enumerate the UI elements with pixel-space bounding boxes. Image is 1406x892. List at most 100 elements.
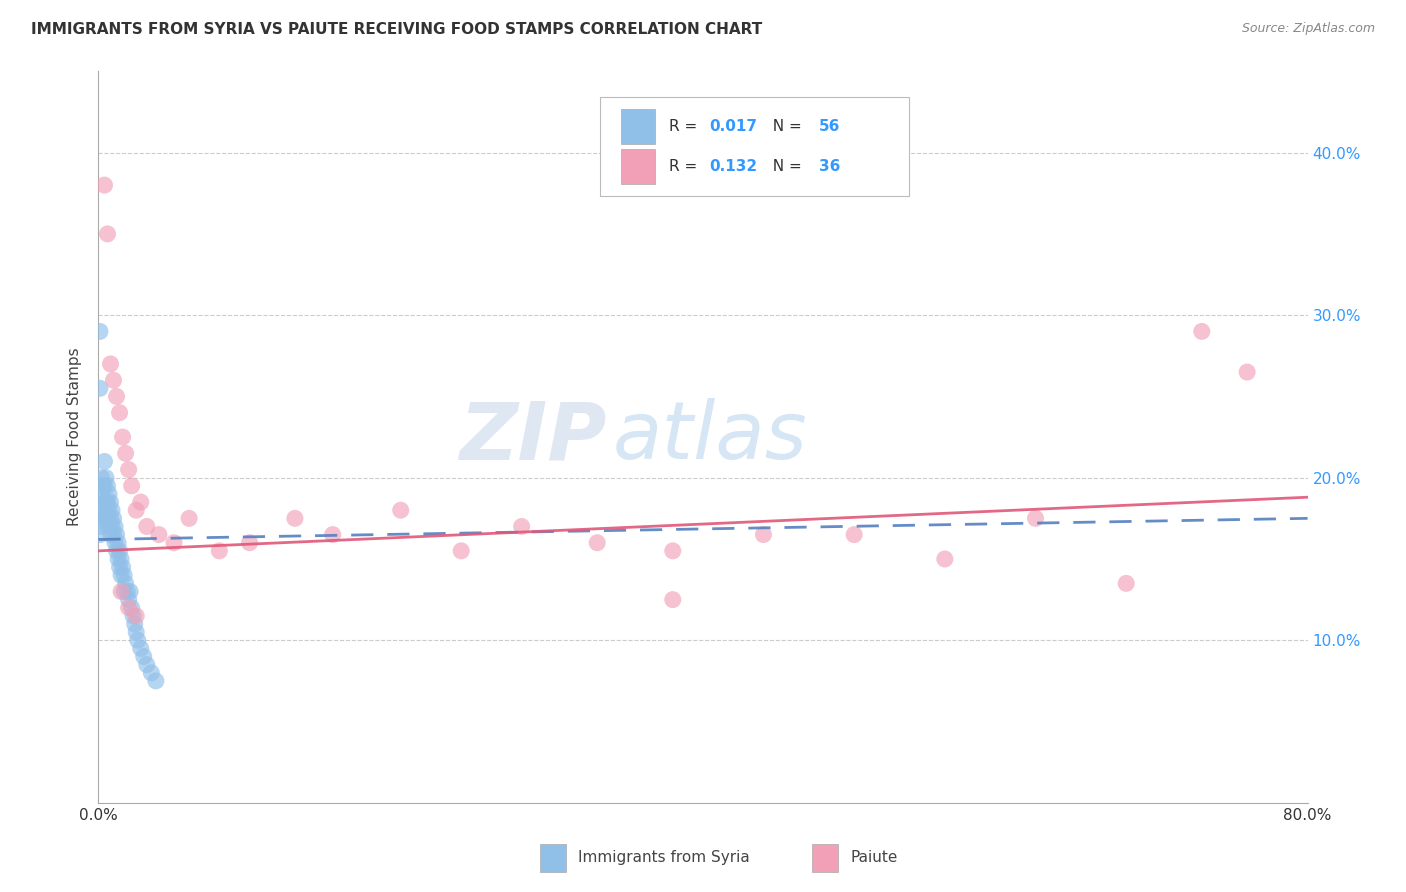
Point bbox=[90, 519, 112, 533]
Text: 0.132: 0.132 bbox=[709, 159, 758, 174]
Point bbox=[94, 511, 117, 525]
Point bbox=[661, 592, 683, 607]
Point bbox=[90, 503, 112, 517]
Point bbox=[110, 568, 132, 582]
Point bbox=[752, 527, 775, 541]
Point bbox=[135, 657, 157, 672]
Point bbox=[1191, 325, 1213, 339]
Point bbox=[94, 471, 117, 485]
Point bbox=[120, 584, 142, 599]
Point bbox=[284, 511, 307, 525]
Point bbox=[125, 625, 148, 640]
Point bbox=[129, 495, 152, 509]
Point bbox=[96, 495, 118, 509]
Text: N =: N = bbox=[763, 119, 807, 134]
Point bbox=[103, 373, 125, 387]
Text: Immigrants from Syria: Immigrants from Syria bbox=[578, 850, 751, 865]
Point bbox=[121, 479, 143, 493]
Bar bbox=[621, 149, 655, 184]
Point bbox=[100, 495, 122, 509]
Point bbox=[96, 511, 118, 525]
Point bbox=[89, 527, 111, 541]
Point bbox=[1115, 576, 1137, 591]
Text: Paiute: Paiute bbox=[851, 850, 898, 865]
Text: 36: 36 bbox=[820, 159, 841, 174]
Point bbox=[100, 511, 122, 525]
FancyBboxPatch shape bbox=[600, 97, 908, 195]
Text: IMMIGRANTS FROM SYRIA VS PAIUTE RECEIVING FOOD STAMPS CORRELATION CHART: IMMIGRANTS FROM SYRIA VS PAIUTE RECEIVIN… bbox=[31, 22, 762, 37]
Point bbox=[112, 568, 135, 582]
Point bbox=[110, 584, 132, 599]
Point bbox=[101, 503, 124, 517]
Point bbox=[96, 479, 118, 493]
Point bbox=[163, 535, 186, 549]
Point bbox=[115, 584, 138, 599]
Point bbox=[1236, 365, 1258, 379]
Point bbox=[103, 511, 125, 525]
Point bbox=[208, 544, 231, 558]
Point bbox=[122, 608, 145, 623]
Bar bbox=[811, 844, 838, 871]
Point bbox=[100, 527, 122, 541]
Bar bbox=[621, 109, 655, 144]
Point bbox=[101, 519, 124, 533]
Point bbox=[103, 527, 125, 541]
Point bbox=[125, 608, 148, 623]
Point bbox=[89, 325, 111, 339]
Text: ZIP: ZIP bbox=[458, 398, 606, 476]
Point bbox=[90, 487, 112, 501]
Text: R =: R = bbox=[669, 159, 702, 174]
Point bbox=[112, 584, 135, 599]
Point bbox=[96, 227, 118, 241]
Point bbox=[93, 503, 115, 517]
Point bbox=[107, 552, 129, 566]
Point bbox=[108, 406, 131, 420]
Point bbox=[121, 600, 143, 615]
Point bbox=[114, 576, 136, 591]
Point bbox=[105, 527, 128, 541]
Point bbox=[98, 503, 121, 517]
Y-axis label: Receiving Food Stamps: Receiving Food Stamps bbox=[67, 348, 83, 526]
Point bbox=[132, 649, 155, 664]
Point bbox=[98, 487, 121, 501]
Point bbox=[105, 389, 128, 403]
Point bbox=[141, 665, 163, 680]
Text: R =: R = bbox=[669, 119, 702, 134]
Bar bbox=[540, 844, 567, 871]
Point bbox=[118, 462, 141, 476]
Point bbox=[661, 544, 683, 558]
Point bbox=[844, 527, 866, 541]
Point bbox=[118, 592, 141, 607]
Point bbox=[111, 560, 134, 574]
Point bbox=[239, 535, 262, 549]
Point bbox=[90, 471, 112, 485]
Point bbox=[934, 552, 956, 566]
Point bbox=[108, 560, 131, 574]
Point bbox=[114, 446, 136, 460]
Point bbox=[145, 673, 167, 688]
Text: Source: ZipAtlas.com: Source: ZipAtlas.com bbox=[1241, 22, 1375, 36]
Text: 56: 56 bbox=[820, 119, 841, 134]
Point bbox=[135, 519, 157, 533]
Point bbox=[104, 519, 127, 533]
Point bbox=[98, 519, 121, 533]
Point bbox=[93, 178, 115, 193]
Text: N =: N = bbox=[763, 159, 807, 174]
Point bbox=[91, 495, 114, 509]
Point bbox=[105, 544, 128, 558]
Point bbox=[450, 544, 472, 558]
Point bbox=[110, 552, 132, 566]
Point bbox=[322, 527, 344, 541]
Text: 0.017: 0.017 bbox=[709, 119, 756, 134]
Point bbox=[118, 600, 141, 615]
Point bbox=[127, 633, 149, 648]
Point bbox=[111, 430, 134, 444]
Point bbox=[129, 641, 152, 656]
Point bbox=[108, 544, 131, 558]
Point bbox=[389, 503, 412, 517]
Text: atlas: atlas bbox=[613, 398, 807, 476]
Point bbox=[91, 479, 114, 493]
Point bbox=[179, 511, 201, 525]
Point bbox=[510, 519, 533, 533]
Point bbox=[104, 535, 127, 549]
